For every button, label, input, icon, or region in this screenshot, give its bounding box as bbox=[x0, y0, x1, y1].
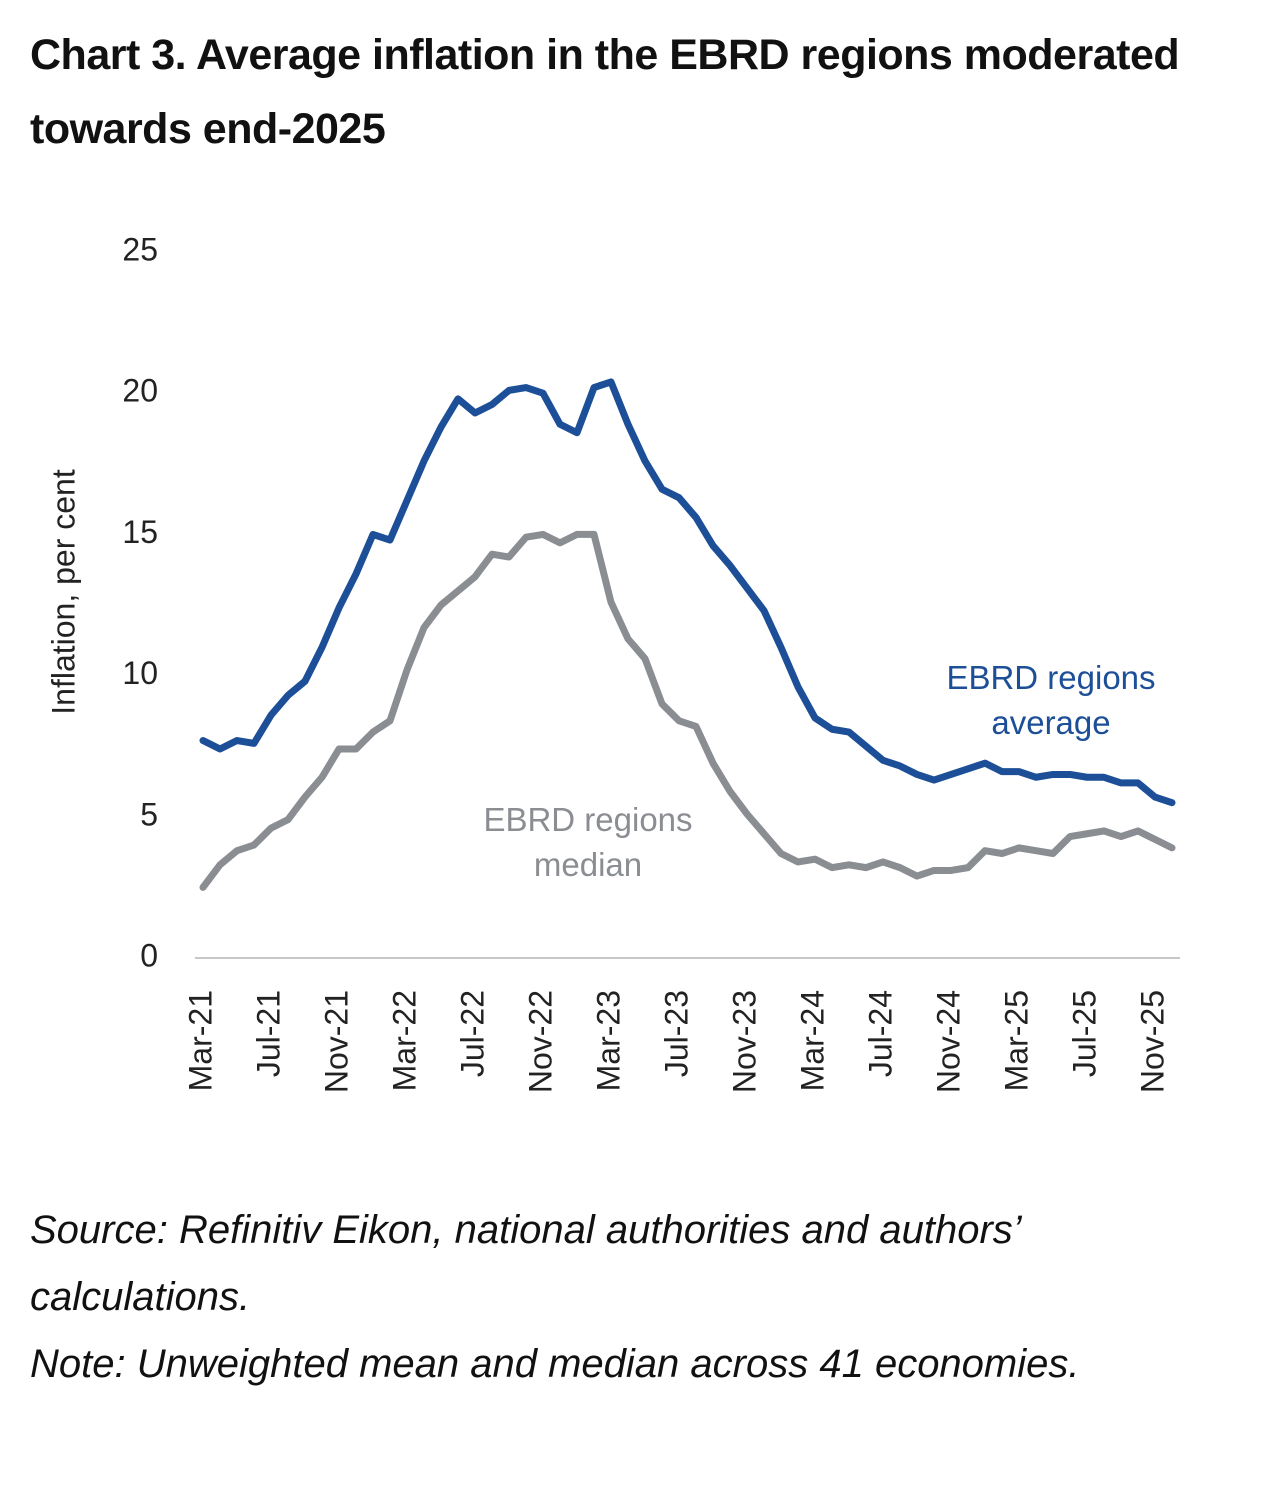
chart-title: Chart 3. Average inflation in the EBRD r… bbox=[30, 31, 1180, 153]
y-tick-label: 20 bbox=[122, 373, 158, 409]
y-tick-label: 25 bbox=[122, 231, 158, 267]
x-tick-label: Jul-21 bbox=[250, 990, 286, 1077]
x-tick-label: Nov-24 bbox=[930, 990, 966, 1093]
x-tick-label: Mar-21 bbox=[182, 990, 218, 1091]
x-tick-label: Jul-25 bbox=[1066, 990, 1102, 1077]
x-tick-label: Nov-22 bbox=[522, 990, 558, 1093]
x-tick-label: Nov-21 bbox=[318, 990, 354, 1093]
x-tick-label: Jul-24 bbox=[862, 990, 898, 1077]
x-tick-label: Nov-23 bbox=[726, 990, 762, 1093]
footnote: Note: Unweighted mean and median across … bbox=[30, 1342, 1080, 1386]
y-tick-label: 0 bbox=[140, 937, 158, 973]
x-tick-label: Mar-22 bbox=[386, 990, 422, 1091]
x-tick-label: Nov-25 bbox=[1134, 990, 1170, 1093]
y-tick-label: 15 bbox=[122, 514, 158, 550]
source-note: Source: Refinitiv Eikon, national author… bbox=[30, 1208, 1020, 1319]
x-tick-label: Mar-24 bbox=[794, 990, 830, 1091]
x-tick-label: Mar-25 bbox=[998, 990, 1034, 1091]
series-line bbox=[199, 378, 1176, 807]
x-tick-label: Jul-22 bbox=[454, 990, 490, 1077]
y-tick-label: 10 bbox=[122, 655, 158, 691]
y-axis-label: Inflation, per cent bbox=[45, 469, 81, 715]
series-label: EBRD regions average bbox=[946, 659, 1156, 741]
series-label: EBRD regions median bbox=[483, 801, 693, 883]
series-line bbox=[199, 530, 1176, 891]
y-tick-label: 5 bbox=[140, 796, 158, 832]
x-tick-label: Jul-23 bbox=[658, 990, 694, 1077]
x-tick-label: Mar-23 bbox=[590, 990, 626, 1091]
